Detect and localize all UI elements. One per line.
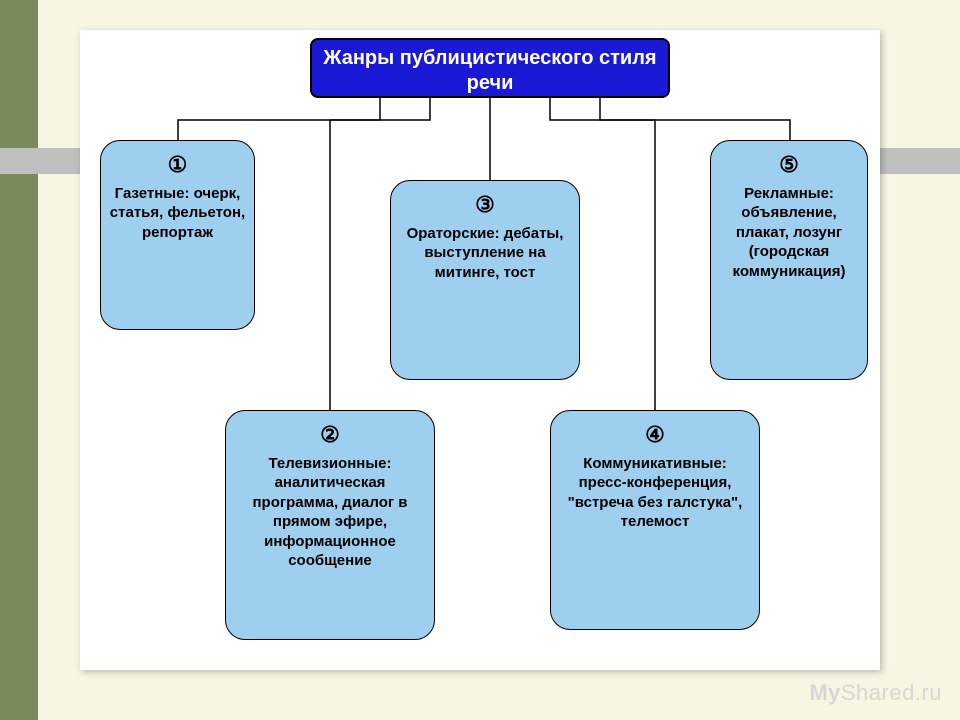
edge-n1: [178, 98, 380, 140]
diagram-panel: Жанры публицистического стиля речи ① Газе…: [80, 30, 880, 670]
node-n4: ④ Коммуникативные: пресс-конференция, "вс…: [550, 410, 760, 630]
node-number: ⑤: [719, 151, 859, 180]
left-accent-block: [0, 0, 38, 720]
node-n3: ③ Ораторские: дебаты, выступление на мити…: [390, 180, 580, 380]
node-n1: ① Газетные: очерк, статья, фельетон, репо…: [100, 140, 255, 330]
node-text: Ораторские: дебаты, выступление на митин…: [399, 224, 571, 283]
page: Жанры публицистического стиля речи ① Газе…: [0, 0, 960, 720]
node-text: Телевизионные: аналитическая программа, …: [234, 454, 426, 571]
node-text: Коммуникативные: пресс-конференция, "вст…: [559, 454, 751, 532]
node-n2: ② Телевизионные: аналитическая программа,…: [225, 410, 435, 640]
node-n5: ⑤ Рекламные: объявление, плакат, лозунг (…: [710, 140, 868, 380]
node-text: Газетные: очерк, статья, фельетон, репор…: [109, 184, 246, 243]
watermark: MyShared.ru: [809, 680, 942, 706]
edge-n5: [600, 98, 790, 140]
node-number: ③: [399, 191, 571, 220]
node-number: ②: [234, 421, 426, 450]
node-text: Рекламные: объявление, плакат, лозунг (г…: [719, 184, 859, 282]
watermark-rest: Shared.ru: [841, 680, 942, 705]
watermark-lead: My: [809, 680, 841, 705]
root-title-text: Жанры публицистического стиля речи: [323, 47, 656, 94]
root-title: Жанры публицистического стиля речи: [310, 38, 670, 98]
node-number: ④: [559, 421, 751, 450]
node-number: ①: [109, 151, 246, 180]
